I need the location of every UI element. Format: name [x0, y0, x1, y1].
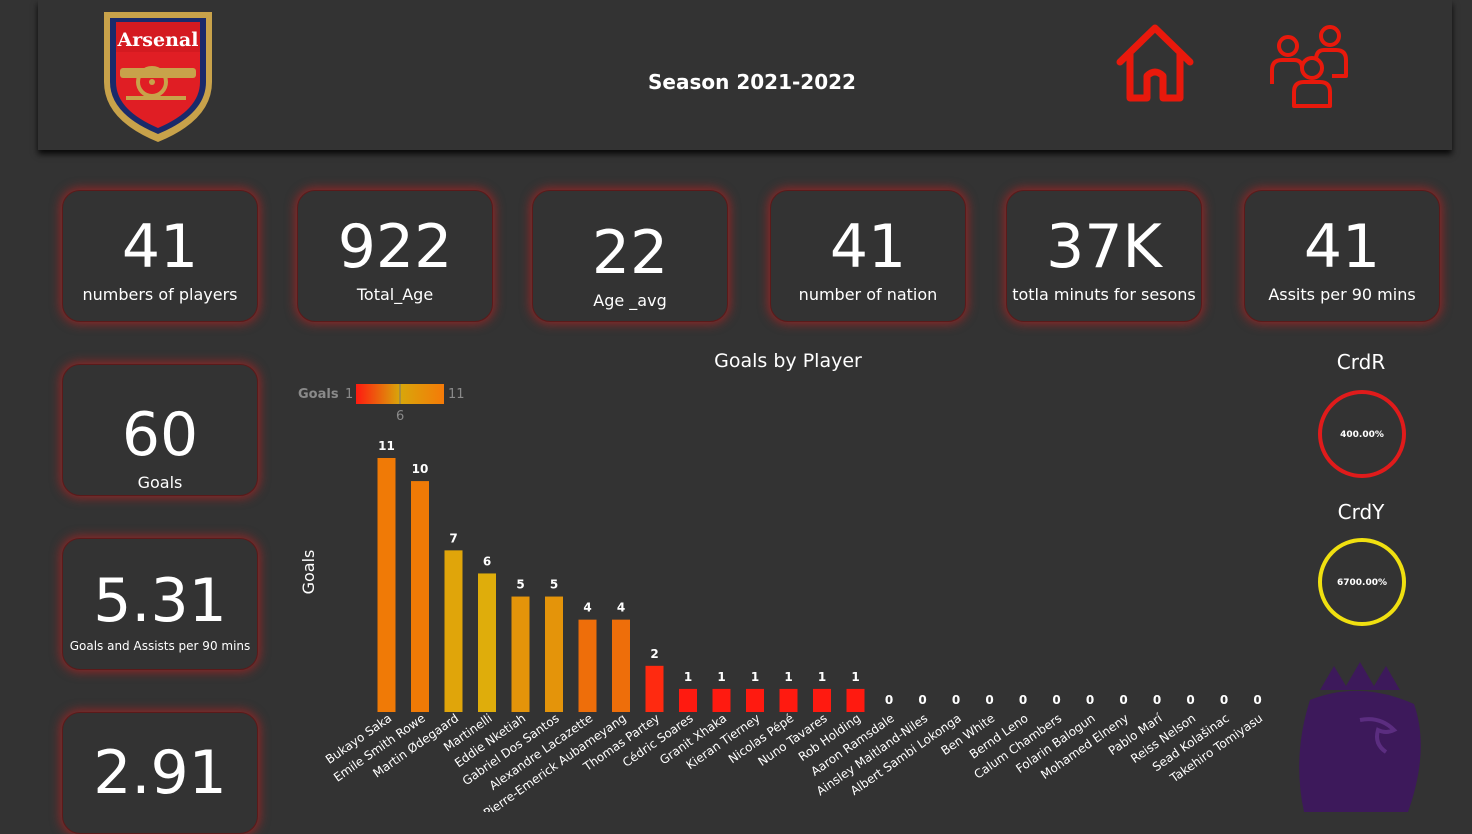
data-label: 1 [851, 670, 859, 684]
premier-league-lion-logo [1299, 662, 1421, 812]
data-label: 0 [1253, 693, 1261, 707]
bar [813, 688, 831, 712]
yellow-card-gauge: 6700.00% [1318, 538, 1406, 626]
people-icon[interactable] [1268, 22, 1348, 108]
data-label: 4 [583, 601, 591, 615]
kpi-label: totla minuts for sesons [1012, 285, 1196, 304]
kpi-label: numbers of players [82, 285, 238, 304]
kpi-label: Assits per 90 mins [1268, 285, 1416, 304]
data-label: 1 [751, 670, 759, 684]
bar [779, 688, 798, 712]
kpi-value: 5.31 [93, 566, 227, 636]
kpi-label: Goals [137, 473, 183, 492]
gauge-title-yellow: CrdY [1337, 500, 1385, 524]
kpi-label: Total_Age [356, 285, 434, 304]
svg-text:Arsenal: Arsenal [117, 29, 199, 51]
data-label: 0 [952, 693, 960, 707]
bar [645, 665, 664, 712]
kpi-value: 37K [1046, 212, 1162, 282]
bar [444, 550, 463, 712]
data-label: 0 [1119, 693, 1127, 707]
gauge-value-red: 400.00% [1340, 430, 1384, 440]
kpi-card-players: 41 numbers of players [62, 190, 258, 322]
bar [511, 596, 530, 712]
data-label: 5 [550, 578, 558, 592]
gauge-title-red: CrdR [1336, 350, 1386, 374]
season-title: Season 2021-2022 [648, 70, 856, 94]
header-bar: Arsenal Season 2021-2022 [38, 0, 1452, 150]
data-label: 0 [918, 693, 926, 707]
kpi-value: 41 [121, 212, 199, 282]
data-label: 10 [412, 462, 429, 476]
bar [377, 458, 396, 712]
home-icon[interactable] [1114, 22, 1196, 104]
bar [746, 688, 764, 712]
data-label: 1 [784, 670, 792, 684]
data-label: 6 [483, 554, 491, 568]
legend-title: Goals [298, 387, 339, 402]
bar [846, 688, 865, 712]
data-label: 0 [1086, 693, 1094, 707]
data-label: 0 [1220, 693, 1228, 707]
kpi-card-age-avg: 22 Age _avg [532, 190, 728, 322]
kpi-value: 922 [337, 212, 453, 282]
bar [679, 688, 697, 712]
bar [578, 619, 597, 712]
bar [612, 619, 630, 712]
legend-mid: 6 [396, 409, 404, 424]
kpi-card-total-age: 922 Total_Age [297, 190, 493, 322]
data-label: 7 [449, 531, 457, 545]
kpi-card-assists-per-90: 41 Assits per 90 mins [1244, 190, 1440, 322]
data-label: 0 [985, 693, 993, 707]
bar [411, 481, 429, 712]
kpi-value: 22 [591, 218, 669, 288]
data-label: 5 [516, 578, 524, 592]
kpi-card-goals-assists-per-90: 5.31 Goals and Assists per 90 mins [62, 538, 258, 670]
data-label: 4 [617, 601, 625, 615]
kpi-value: 60 [121, 400, 199, 470]
legend-min: 1 [345, 387, 353, 402]
data-label: 1 [818, 670, 826, 684]
y-axis-label: Goals [299, 550, 318, 595]
bar [545, 596, 563, 712]
data-label: 2 [650, 647, 658, 661]
kpi-label: Age _avg [593, 291, 667, 310]
kpi-card-goals: 60 Goals [62, 364, 258, 496]
data-label: 1 [684, 670, 692, 684]
data-label: 0 [1019, 693, 1027, 707]
bar [712, 688, 731, 712]
kpi-card-minutes: 37K totla minuts for sesons [1006, 190, 1202, 322]
data-label: 0 [1052, 693, 1060, 707]
arsenal-crest-logo: Arsenal [104, 12, 212, 142]
legend-max: 11 [448, 387, 465, 402]
bar [478, 573, 496, 712]
kpi-card-extra: 2.91 [62, 712, 258, 834]
data-label: 1 [717, 670, 725, 684]
kpi-label: Goals and Assists per 90 mins [69, 639, 251, 653]
data-label: 11 [378, 439, 395, 453]
kpi-value: 41 [1303, 212, 1381, 282]
red-card-gauge: 400.00% [1318, 390, 1406, 478]
gauge-value-yellow: 6700.00% [1337, 578, 1387, 588]
data-label: 0 [1186, 693, 1194, 707]
kpi-card-nations: 41 number of nation [770, 190, 966, 322]
kpi-value: 41 [829, 212, 907, 282]
data-label: 0 [885, 693, 893, 707]
data-label: 0 [1153, 693, 1161, 707]
kpi-label: number of nation [798, 285, 938, 304]
kpi-value: 2.91 [93, 738, 227, 808]
chart-title: Goals by Player [714, 350, 862, 372]
